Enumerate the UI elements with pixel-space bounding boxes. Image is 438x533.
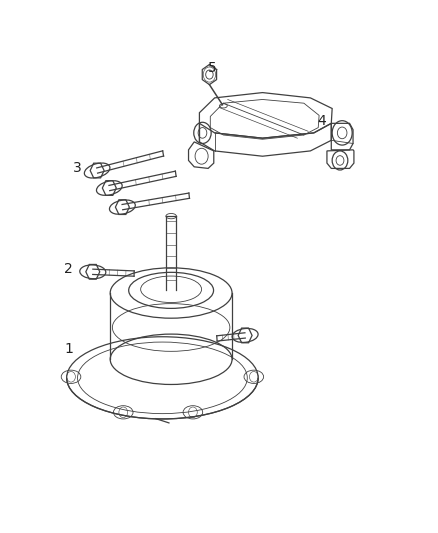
Text: 2: 2 [64,262,73,276]
Text: 5: 5 [208,61,217,75]
Text: 3: 3 [73,161,82,175]
Text: 4: 4 [317,114,325,128]
Text: 1: 1 [64,342,73,356]
